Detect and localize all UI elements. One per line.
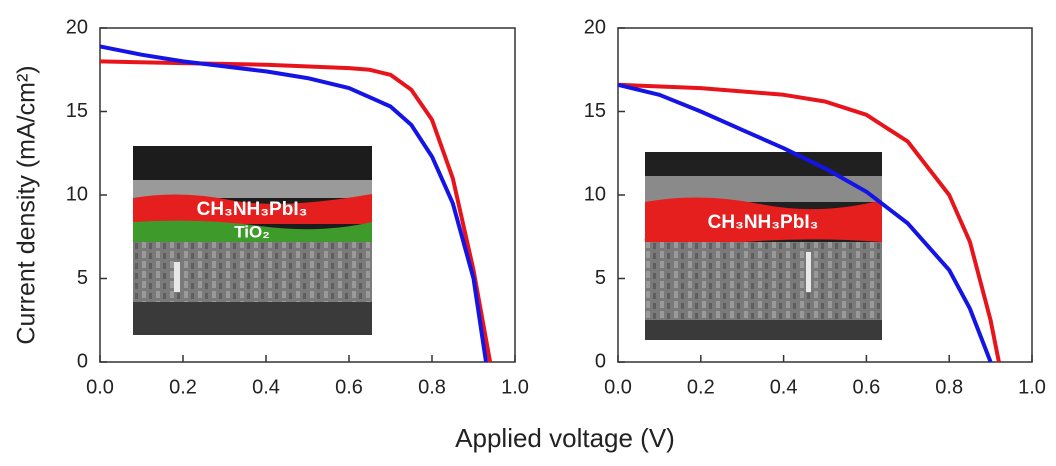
x-tick-label: 0.4: [252, 376, 280, 398]
inset-label: TiO₂: [234, 222, 270, 241]
x-tick-label: 0.4: [770, 376, 798, 398]
y-tick-label: 0: [77, 350, 88, 372]
x-tick-label: 0.6: [852, 376, 880, 398]
x-axis-label: Applied voltage (V): [455, 423, 675, 453]
x-tick-label: 0.8: [418, 376, 446, 398]
x-tick-label: 0.2: [687, 376, 715, 398]
y-tick-label: 15: [66, 100, 88, 122]
figure: CH₃NH₃PbI₃ TiO₂ CH₃NH₃PbI₃ Current densi…: [0, 0, 1056, 461]
x-tick-label: 0.6: [335, 376, 363, 398]
y-axis-label: Current density (mA/cm²): [13, 65, 41, 344]
y-tick-label: 20: [66, 16, 88, 38]
inset-label: CH₃NH₃PbI₃: [708, 212, 819, 233]
x-tick-label: 1.0: [501, 376, 529, 398]
x-tick-label: 0.0: [86, 376, 114, 398]
y-tick-label: 5: [77, 267, 88, 289]
x-tick-label: 0.0: [604, 376, 632, 398]
y-tick-label: 10: [66, 183, 88, 205]
inset-label: CH₃NH₃PbI₃: [197, 199, 308, 220]
x-tick-label: 1.0: [1018, 376, 1046, 398]
y-tick-label: 20: [584, 16, 606, 38]
x-tick-label: 0.8: [935, 376, 963, 398]
y-tick-label: 5: [595, 267, 606, 289]
x-tick-label: 0.2: [169, 376, 197, 398]
y-tick-label: 0: [595, 350, 606, 372]
page: CH₃NH₃PbI₃ TiO₂ CH₃NH₃PbI₃ Current densi…: [0, 0, 1056, 466]
y-tick-label: 15: [584, 100, 606, 122]
y-tick-label: 10: [584, 183, 606, 205]
